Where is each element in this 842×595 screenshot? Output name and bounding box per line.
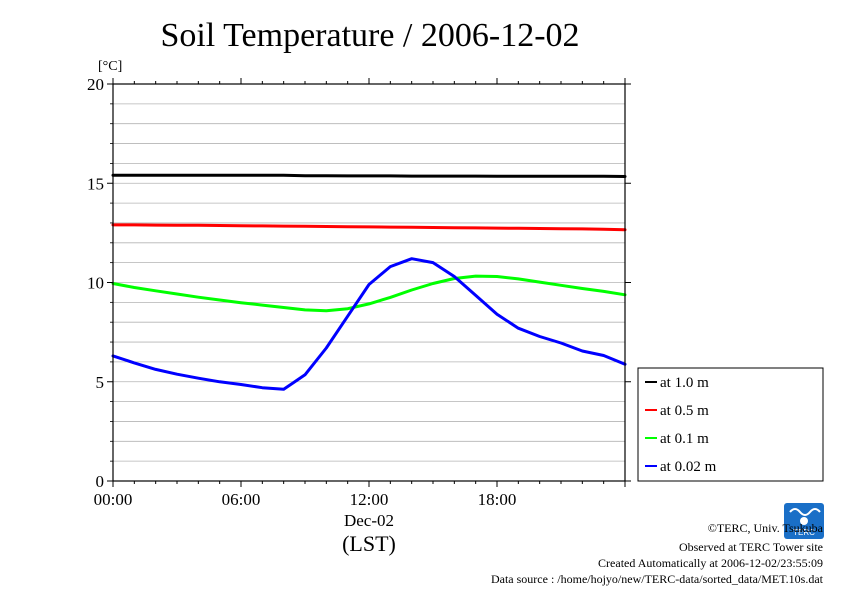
grid-lines <box>113 103 625 462</box>
x-axis-timezone-label: (LST) <box>342 531 396 556</box>
y-tick-label: 5 <box>96 373 105 392</box>
x-tick-label: 12:00 <box>350 490 389 509</box>
x-tick-label: 18:00 <box>478 490 517 509</box>
legend-label: at 0.02 m <box>660 459 717 475</box>
series-lines <box>111 173 627 391</box>
logo-text: TERC <box>793 528 815 537</box>
y-tick-label: 10 <box>87 274 104 293</box>
y-tick-label: 15 <box>87 174 104 193</box>
x-axis: 00:00 06:00 12:00 18:00 <box>94 78 626 509</box>
chart-title: Soil Temperature / 2006-12-02 <box>160 17 579 54</box>
legend-box <box>637 367 824 482</box>
legend-label: at 0.1 m <box>660 431 709 447</box>
logo-wave-icon <box>789 508 821 516</box>
legend-label: at 1.0 m <box>660 375 709 391</box>
series-line-at-0-5-m <box>111 223 627 232</box>
y-axis: 0 5 10 15 20 <box>87 75 631 491</box>
y-axis-unit-label: [°C] <box>98 59 122 74</box>
logo-drop-icon <box>800 517 808 525</box>
legend-label: at 0.5 m <box>660 403 709 419</box>
series-line-at-1-0-m <box>111 173 627 178</box>
x-tick-label: 00:00 <box>94 490 133 509</box>
terc-logo: TERC <box>784 503 824 539</box>
y-tick-label: 20 <box>87 75 104 94</box>
observed-text: Observed at TERC Tower site <box>679 540 823 554</box>
copyright-text: ©TERC, Univ. Tsukuba <box>708 521 824 535</box>
data-source-text: Data source : /home/hojyo/new/TERC-data/… <box>491 572 824 586</box>
y-tick-label: 0 <box>96 472 105 491</box>
series-line-at-0-02-m <box>111 257 627 391</box>
x-axis-date-label: Dec-02 <box>344 511 394 530</box>
x-tick-label: 06:00 <box>222 490 261 509</box>
created-text: Created Automatically at 2006-12-02/23:5… <box>598 556 823 570</box>
legend: at 1.0 m at 0.5 m at 0.1 m at 0.02 m <box>637 367 824 482</box>
series-line-at-0-1-m <box>111 274 627 313</box>
